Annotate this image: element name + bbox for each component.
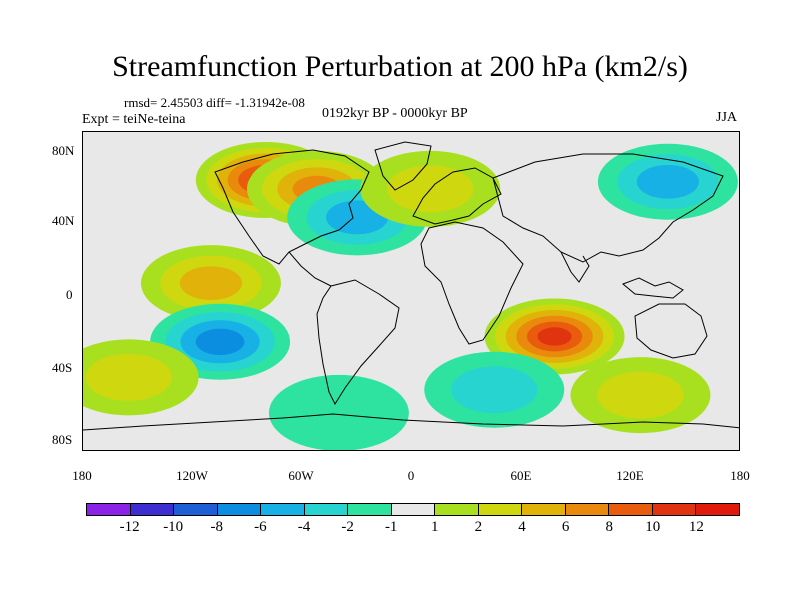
stats-label: rmsd= 2.45503 diff= -1.31942e-08 — [124, 95, 305, 110]
colorbar-label: -12 — [119, 519, 140, 535]
lon-tick-label: 120E — [616, 468, 644, 483]
colorbar-label: -10 — [163, 519, 184, 535]
lon-tick-label: 60E — [510, 468, 532, 483]
greenland-coastline — [374, 141, 432, 191]
colorbar-label: 1 — [431, 519, 439, 535]
colorbar-label: -1 — [384, 519, 398, 535]
colorbar-label: 6 — [561, 519, 570, 535]
central-america-coastline — [288, 251, 332, 287]
antarctica-coastline — [83, 413, 739, 431]
south-america-coastline — [316, 279, 400, 406]
europe-coastline — [412, 167, 502, 225]
lon-tick-label: 180 — [730, 468, 750, 483]
colorbar-label: 10 — [645, 519, 661, 535]
period-label: 0192kyr BP - 0000kyr BP — [322, 106, 468, 121]
colorbar-swatch — [565, 504, 610, 515]
colorbar — [86, 503, 740, 516]
colorbar-label: 2 — [474, 519, 483, 535]
colorbar-label: 12 — [688, 519, 704, 535]
lon-tick-label: 120W — [176, 468, 208, 483]
lat-tick-label: 80S — [52, 432, 73, 447]
colorbar-swatch — [609, 504, 653, 515]
colorbar-swatch — [391, 504, 436, 515]
anomaly-contour — [451, 366, 538, 414]
anomaly-contour — [537, 327, 572, 346]
australia-coastline — [634, 303, 708, 359]
anomaly-contour — [597, 371, 684, 419]
colorbar-label: -6 — [254, 519, 267, 535]
anomaly-contour — [179, 266, 243, 301]
colorbar-swatch — [261, 504, 305, 515]
lon-tick-label: 0 — [407, 468, 415, 483]
colorbar-swatch — [696, 504, 739, 515]
colorbar-swatch — [217, 504, 262, 515]
colorbar-swatch — [348, 504, 392, 515]
colorbar-swatch — [87, 504, 131, 515]
plot-title: Streamfunction Perturbation at 200 hPa (… — [112, 50, 688, 83]
colorbar-label: 4 — [518, 519, 526, 535]
north-america-coastline — [214, 149, 370, 265]
colorbar-swatch — [130, 504, 175, 515]
lat-tick-label: 40N — [52, 213, 75, 228]
asia-coastline — [492, 153, 724, 263]
colorbar-swatch — [435, 504, 479, 515]
colorbar-label: -2 — [341, 519, 354, 535]
coastline-outlines — [83, 141, 739, 431]
india-coastline — [560, 251, 590, 283]
lat-tick-label: 80N — [52, 143, 75, 158]
season-label: JJA — [716, 110, 738, 125]
colorbar-swatch — [522, 504, 566, 515]
anomaly-contour — [85, 353, 172, 401]
maritime-continent-coastline — [622, 277, 684, 299]
lat-tick-label: 0 — [66, 287, 73, 302]
colorbar-label: -8 — [210, 519, 224, 535]
anomaly-contour — [268, 374, 409, 450]
experiment-label: Expt = teiNe-teina — [82, 112, 186, 127]
anomaly-contour — [195, 328, 245, 355]
colorbar-swatch — [652, 504, 697, 515]
colorbar-label: -4 — [297, 519, 311, 535]
map-panel — [82, 131, 740, 451]
lon-tick-label: 60W — [288, 468, 314, 483]
anomaly-field — [83, 142, 738, 450]
lon-tick-label: 180 — [72, 468, 92, 483]
colorbar-label: 8 — [605, 519, 613, 535]
africa-coastline — [420, 221, 524, 345]
colorbar-swatch — [478, 504, 523, 515]
colorbar-swatch — [174, 504, 218, 515]
anomaly-contour — [636, 164, 699, 199]
lat-tick-label: 40S — [52, 360, 73, 375]
colorbar-swatch — [304, 504, 349, 515]
